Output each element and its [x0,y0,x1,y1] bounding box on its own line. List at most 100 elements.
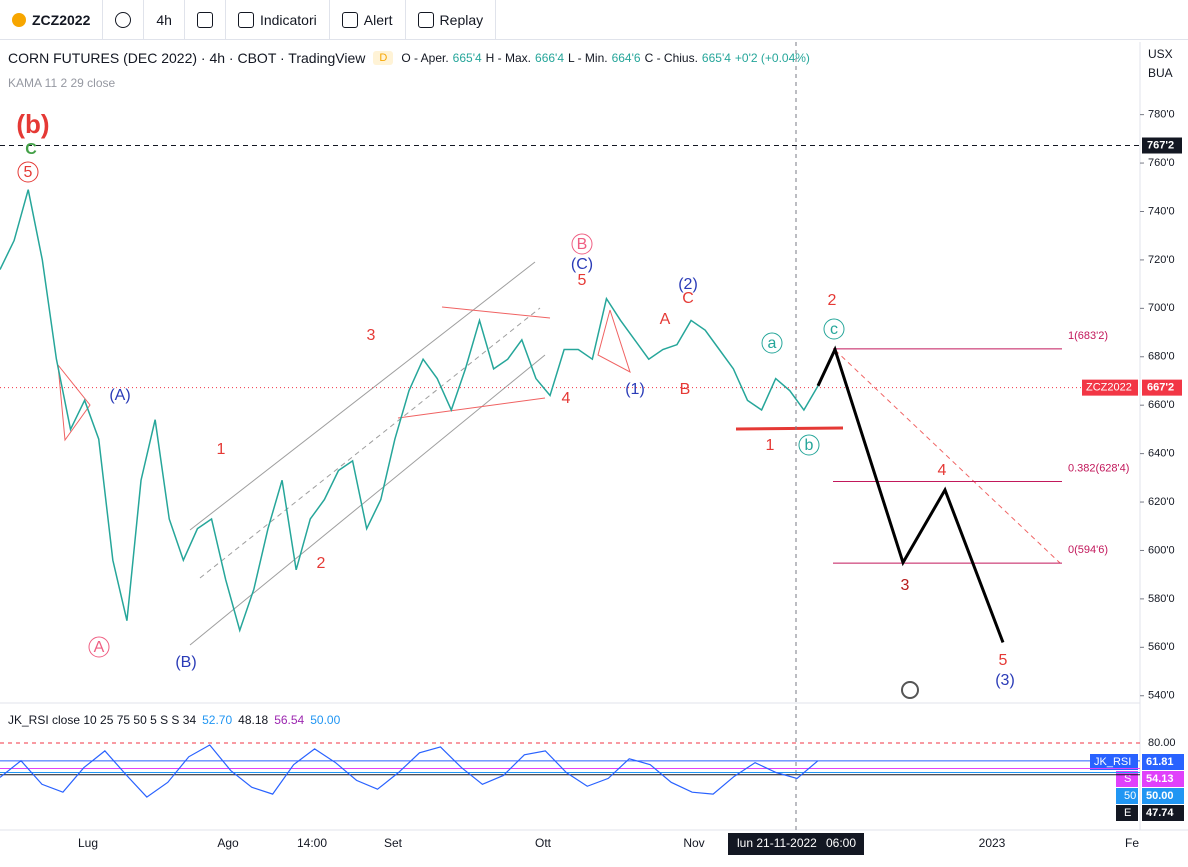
rsi-level-box [1116,788,1138,804]
ohlc-label: H - Max. [485,51,532,65]
legend-title: CORN FUTURES (DEC 2022) · 4h · CBOT · Tr… [8,50,366,66]
triangle-line [441,306,551,319]
wave-label: 5 [24,164,33,181]
y-tick-label: 780'0 [1148,109,1175,121]
y-tick-label: 580'0 [1148,593,1175,605]
wave-label: (3) [995,672,1015,689]
toolbar-icon [341,11,358,28]
rsi-value: 52.70 [202,713,233,727]
toolbar-label[interactable]: Indicatori [259,11,317,28]
wave-label: a [768,335,777,352]
x-tick-label: 14:00 [297,836,327,850]
marker-name-box [1082,379,1138,396]
legend: CORN FUTURES (DEC 2022) · 4h · CBOT · Tr… [8,50,810,66]
toolbar-item[interactable]: Indicatori [226,0,330,40]
wave-label: (b) [16,109,49,139]
channel-line [189,261,536,531]
price-line [0,189,819,633]
y-tick-label: 760'0 [1148,157,1175,169]
symbol[interactable]: ZCZ2022 [32,11,91,28]
forecast-line [816,345,1005,644]
marker-box [1142,379,1182,396]
wave-circle [761,332,783,354]
rsi-level-box [1090,754,1138,770]
interval-group[interactable]: 4h [144,0,185,40]
wave-label: (2) [678,276,698,293]
wave-label: (C) [571,256,593,273]
y-tick-label: 640'0 [1148,448,1175,460]
channel-midline [199,307,541,579]
wave-circle [823,318,845,340]
triangle [57,364,91,442]
wave-label: (A) [109,387,130,404]
wave-label: b [805,437,814,454]
triangle [597,309,631,374]
wave-circle [17,161,39,183]
toolbar-label[interactable]: Alert [363,11,393,28]
x-tick-label: Lug [78,836,98,850]
fib-label: 0.382(628'4) [1068,462,1129,474]
rsi-value: 56.54 [274,713,305,727]
interval[interactable]: 4h [156,11,172,28]
wave-label: B [680,381,691,398]
rsi-value-label: 61.81 [1146,756,1174,768]
wave-label: 5 [999,652,1008,669]
currency: USX [1148,47,1173,61]
y-tick-label: 680'0 [1148,351,1175,363]
ohlc-label: C - Chius. [644,51,698,65]
x-tick-label: Nov [683,836,704,850]
wave-circle [571,233,593,255]
rsi-level-name: 50 [1124,790,1136,802]
rsi-legend: JK_RSI close 10 25 75 50 5 S S 34 52.70 48… [8,713,340,727]
wave-label: 4 [938,462,947,479]
rsi-level-box [1116,805,1138,821]
toolbar: ZCZ2022 4h Indicatori Alert Replay [0,0,1188,40]
compare-group[interactable] [103,0,145,40]
x-tick-label: Set [384,836,403,850]
rsi-tick-label: 80.00 [1148,737,1176,749]
rsi-value-label: 47.74 [1146,807,1174,819]
wave-label: c [830,321,838,338]
triangle-line [397,397,546,419]
fib-label: 1(683'2) [1068,330,1108,342]
symbol-group[interactable]: ZCZ2022 [0,0,104,40]
rsi-level-name: JK_RSI [1094,756,1131,768]
symbol-icon [12,12,26,27]
rsi-value-box [1142,771,1184,787]
toolbar-icon [237,11,254,28]
x-tick-label: Ott [535,836,552,850]
wave-label: 5 [578,272,587,289]
ohlc-value: 666'4 [535,51,565,65]
wave-circle [88,636,110,658]
ohlc-value: 665'4 [452,51,482,65]
wave-label: 1 [217,441,226,458]
wave-circle [798,434,820,456]
x-tick-label: Ago [217,836,239,850]
chart-type-icon [196,11,213,28]
x-tick-label: 2023 [979,836,1006,850]
wave-label: 3 [901,577,910,594]
ohlc-label: L - Min. [568,51,608,65]
wave-label: 1 [766,437,775,454]
rsi-title: JK_RSI close 10 25 75 50 5 S S 34 [8,713,197,727]
toolbar-item[interactable]: Alert [330,0,406,40]
indicator-legend: KAMA 11 2 29 close [8,76,116,90]
marker-box [1142,137,1182,154]
wave-label: (1) [625,381,645,398]
y-tick-label: 620'0 [1148,496,1175,508]
wave-label: A [94,639,105,656]
toolbar-item[interactable]: Replay [406,0,497,40]
toolbar-label[interactable]: Replay [439,11,484,28]
marker-label: 667'2 [1147,382,1174,394]
wave-label: C [25,141,37,158]
wave-label: A [660,311,671,328]
wave-label: 3 [367,327,376,344]
fib-label: 0(594'6) [1068,544,1108,556]
y-tick-label: 700'0 [1148,302,1175,314]
replay-icon[interactable] [901,681,919,699]
chart-type-group[interactable] [185,0,226,40]
rsi-value-label: 50.00 [1146,790,1174,802]
ohlc-label: O - Aper. [401,51,449,65]
rsi-value: 48.18 [238,713,269,727]
